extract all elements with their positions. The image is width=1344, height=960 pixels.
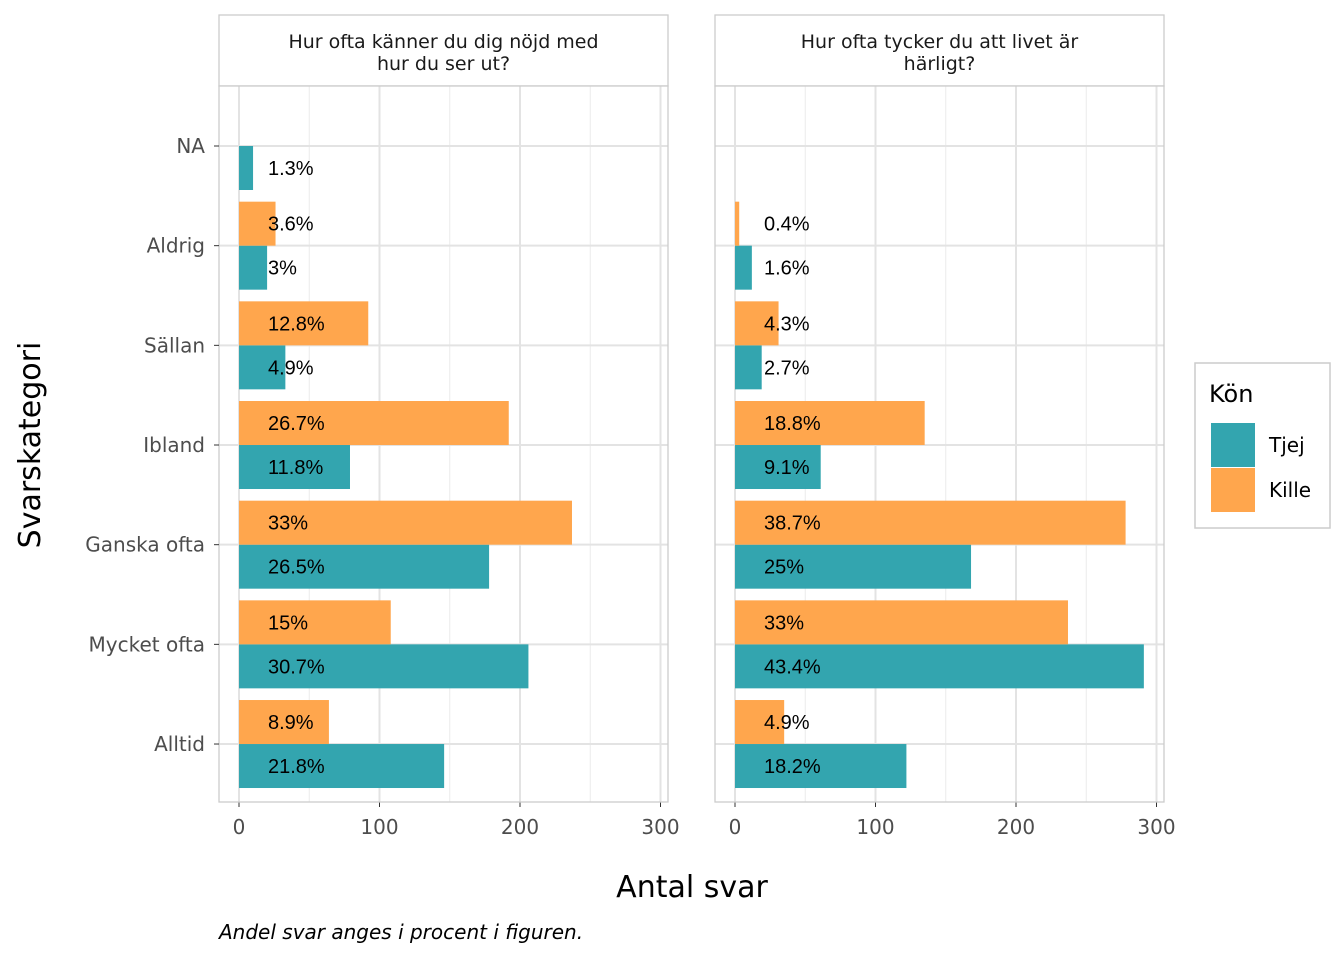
y-tick-label: Alltid [154, 732, 205, 756]
facet-title-line: härligt? [904, 53, 976, 75]
x-tick-label: 100 [856, 815, 894, 839]
facet-title-line: Hur ofta känner du dig nöjd med [288, 31, 598, 53]
bar-tjej [239, 644, 529, 689]
y-tick-label: Aldrig [147, 234, 205, 258]
x-tick-label: 200 [501, 815, 539, 839]
panel-border [714, 85, 1165, 803]
bar-label: 4.9% [764, 712, 810, 734]
bar-label: 3% [268, 258, 297, 280]
bar-label: 2.7% [764, 357, 810, 379]
bar-kille [239, 301, 369, 346]
bar-label: 3.6% [268, 214, 314, 236]
bar-label: 9.1% [764, 457, 810, 479]
bar-tjej [735, 345, 762, 390]
bar-label: 11.8% [268, 457, 323, 479]
x-tick-label: 0 [233, 815, 246, 839]
bar-tjej [239, 146, 254, 190]
bar-tjej [735, 644, 1144, 689]
y-axis-title: Svarskategori [13, 342, 48, 549]
bar-label: 0.4% [764, 214, 810, 236]
x-axis-title: Antal svar [616, 870, 768, 905]
panel-border [218, 85, 669, 803]
bar-tjej [735, 544, 972, 589]
bar-kille [735, 201, 740, 246]
bar-kille [239, 600, 391, 645]
y-tick-label: Ibland [143, 433, 205, 457]
bar-label: 25% [764, 557, 804, 579]
y-tick-label: Ganska ofta [85, 533, 205, 557]
bar-label: 33% [764, 612, 804, 634]
facet-title-line: hur du ser ut? [377, 53, 510, 75]
facet-strip [714, 14, 1165, 87]
x-tick-label: 100 [360, 815, 398, 839]
bar-label: 21.8% [268, 756, 325, 778]
bar-label: 4.9% [268, 357, 314, 379]
x-tick-label: 300 [1137, 815, 1175, 839]
bar-label: 38.7% [764, 513, 821, 535]
x-tick-label: 200 [997, 815, 1035, 839]
y-tick-label: Sällan [144, 333, 205, 357]
bar-label: 43.4% [764, 656, 821, 678]
legend-label-kille: Kille [1269, 478, 1311, 502]
bar-tjej [239, 245, 268, 290]
bar-label: 15% [268, 612, 308, 634]
bar-label: 18.8% [764, 413, 821, 435]
bar-label: 4.3% [764, 313, 810, 335]
bar-label: 8.9% [268, 712, 314, 734]
bar-label: 33% [268, 513, 308, 535]
y-tick-label: Mycket ofta [89, 632, 205, 656]
bar-tjej [735, 245, 752, 290]
legend-key-tjej [1211, 423, 1255, 467]
bar-tjej [735, 445, 821, 490]
x-tick-label: 0 [729, 815, 742, 839]
bar-label: 26.7% [268, 413, 325, 435]
bar-tjej [239, 445, 350, 490]
bar-label: 18.2% [764, 756, 821, 778]
bar-label: 1.6% [764, 258, 810, 280]
bar-kille [735, 600, 1068, 645]
legend: Kön Tjej Kille [1194, 362, 1331, 529]
bar-kille [735, 700, 785, 745]
x-tick-label: 300 [641, 815, 679, 839]
legend-label-tjej: Tjej [1268, 433, 1305, 457]
y-tick-label: NA [176, 134, 205, 158]
bar-kille [735, 500, 1126, 545]
legend-key-kille [1211, 468, 1255, 512]
bar-tjej [239, 345, 286, 390]
bar-tjej [735, 744, 907, 789]
caption: Andel svar anges i procent i figuren. [217, 920, 583, 944]
bar-kille [239, 500, 572, 545]
bar-label: 26.5% [268, 557, 325, 579]
bar-kille [239, 700, 329, 745]
bar-tjej [239, 744, 445, 789]
bar-kille [239, 201, 276, 246]
bar-tjej [239, 544, 490, 589]
bar-label: 30.7% [268, 656, 325, 678]
facet-title-line: Hur ofta tycker du att livet är [801, 31, 1079, 53]
bar-kille [239, 401, 509, 446]
bar-kille [735, 301, 779, 346]
facet-strip [218, 14, 669, 87]
legend-title: Kön [1209, 380, 1253, 408]
bar-label: 12.8% [268, 313, 325, 335]
bar-label: 1.3% [268, 158, 314, 180]
bar-kille [735, 401, 925, 446]
